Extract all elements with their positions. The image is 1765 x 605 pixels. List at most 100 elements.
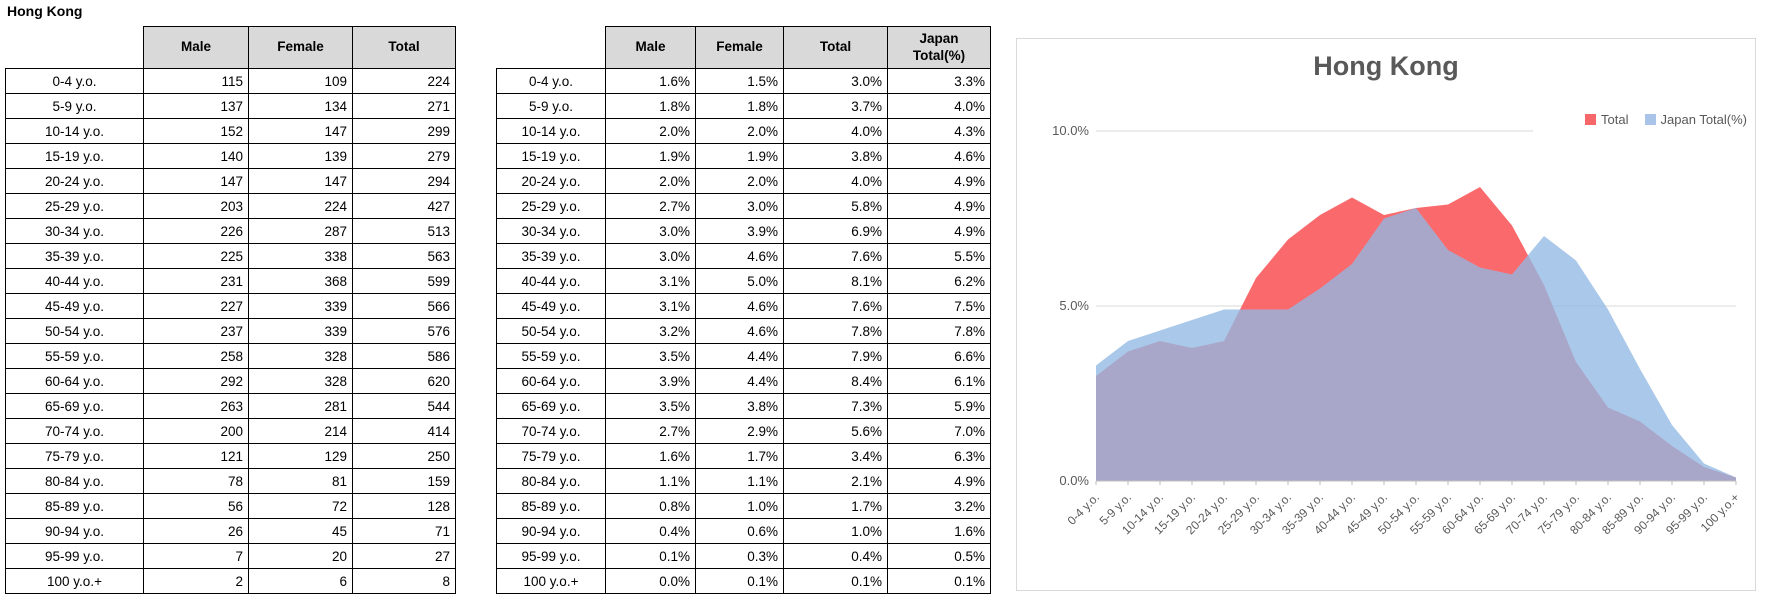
value-cell[interactable]: 368	[248, 268, 353, 294]
value-cell[interactable]: 339	[248, 318, 353, 344]
age-group-cell[interactable]: 100 y.o.+	[5, 568, 144, 594]
value-cell[interactable]: 4.6%	[695, 293, 784, 319]
value-cell[interactable]: 3.7%	[783, 93, 888, 119]
value-cell[interactable]: 3.2%	[605, 318, 696, 344]
age-group-cell[interactable]: 90-94 y.o.	[5, 518, 144, 544]
column-header[interactable]: Male	[605, 26, 696, 69]
value-cell[interactable]: 139	[248, 143, 353, 169]
age-group-cell[interactable]: 15-19 y.o.	[496, 143, 606, 169]
value-cell[interactable]: 71	[352, 518, 456, 544]
value-cell[interactable]: 4.9%	[887, 468, 991, 494]
value-cell[interactable]: 4.4%	[695, 343, 784, 369]
value-cell[interactable]: 427	[352, 193, 456, 219]
age-group-cell[interactable]: 40-44 y.o.	[496, 268, 606, 294]
value-cell[interactable]: 620	[352, 368, 456, 394]
value-cell[interactable]: 4.6%	[695, 243, 784, 269]
age-group-cell[interactable]: 35-39 y.o.	[496, 243, 606, 269]
value-cell[interactable]: 7.6%	[783, 243, 888, 269]
age-group-cell[interactable]: 0-4 y.o.	[5, 68, 144, 94]
value-cell[interactable]: 0.4%	[783, 543, 888, 569]
value-cell[interactable]: 1.5%	[695, 68, 784, 94]
column-header[interactable]: Japan Total(%)	[887, 26, 991, 69]
value-cell[interactable]: 250	[352, 443, 456, 469]
population-chart[interactable]: Hong Kong 0.0% 5.0% 10.0% 0-4 y.o. 5-9 y.o. 1…	[1016, 38, 1756, 591]
value-cell[interactable]: 4.9%	[887, 193, 991, 219]
value-cell[interactable]: 224	[352, 68, 456, 94]
column-header[interactable]: Total	[352, 26, 456, 69]
age-group-cell[interactable]: 85-89 y.o.	[5, 493, 144, 519]
value-cell[interactable]: 3.1%	[605, 268, 696, 294]
value-cell[interactable]: 7.0%	[887, 418, 991, 444]
value-cell[interactable]: 1.1%	[695, 468, 784, 494]
age-group-cell[interactable]: 85-89 y.o.	[496, 493, 606, 519]
value-cell[interactable]: 7.9%	[783, 343, 888, 369]
value-cell[interactable]: 27	[352, 543, 456, 569]
age-group-cell[interactable]: 25-29 y.o.	[496, 193, 606, 219]
value-cell[interactable]: 237	[143, 318, 249, 344]
value-cell[interactable]: 1.9%	[695, 143, 784, 169]
value-cell[interactable]: 1.9%	[605, 143, 696, 169]
value-cell[interactable]: 3.4%	[783, 443, 888, 469]
value-cell[interactable]: 586	[352, 343, 456, 369]
value-cell[interactable]: 4.0%	[783, 118, 888, 144]
age-group-cell[interactable]: 5-9 y.o.	[5, 93, 144, 119]
value-cell[interactable]: 566	[352, 293, 456, 319]
age-group-cell[interactable]: 75-79 y.o.	[5, 443, 144, 469]
value-cell[interactable]: 20	[248, 543, 353, 569]
value-cell[interactable]: 3.9%	[695, 218, 784, 244]
value-cell[interactable]: 3.8%	[783, 143, 888, 169]
value-cell[interactable]: 7.6%	[783, 293, 888, 319]
value-cell[interactable]: 6.1%	[887, 368, 991, 394]
value-cell[interactable]: 4.4%	[695, 368, 784, 394]
value-cell[interactable]: 128	[352, 493, 456, 519]
value-cell[interactable]: 8.4%	[783, 368, 888, 394]
column-header[interactable]: Total	[783, 26, 888, 69]
value-cell[interactable]: 339	[248, 293, 353, 319]
value-cell[interactable]: 4.9%	[887, 218, 991, 244]
value-cell[interactable]: 226	[143, 218, 249, 244]
value-cell[interactable]: 513	[352, 218, 456, 244]
age-group-cell[interactable]: 60-64 y.o.	[496, 368, 606, 394]
value-cell[interactable]: 159	[352, 468, 456, 494]
age-group-cell[interactable]: 65-69 y.o.	[496, 393, 606, 419]
value-cell[interactable]: 3.0%	[695, 193, 784, 219]
age-group-cell[interactable]: 80-84 y.o.	[5, 468, 144, 494]
value-cell[interactable]: 6.9%	[783, 218, 888, 244]
value-cell[interactable]: 147	[248, 168, 353, 194]
value-cell[interactable]: 4.0%	[887, 93, 991, 119]
value-cell[interactable]: 7.3%	[783, 393, 888, 419]
value-cell[interactable]: 200	[143, 418, 249, 444]
value-cell[interactable]: 3.5%	[605, 393, 696, 419]
age-group-cell[interactable]: 25-29 y.o.	[5, 193, 144, 219]
value-cell[interactable]: 2.0%	[605, 118, 696, 144]
value-cell[interactable]: 225	[143, 243, 249, 269]
age-group-cell[interactable]: 10-14 y.o.	[496, 118, 606, 144]
area-series-japan-total[interactable]	[1096, 208, 1736, 481]
value-cell[interactable]: 1.6%	[605, 443, 696, 469]
value-cell[interactable]: 563	[352, 243, 456, 269]
value-cell[interactable]: 414	[352, 418, 456, 444]
value-cell[interactable]: 203	[143, 193, 249, 219]
value-cell[interactable]: 4.0%	[783, 168, 888, 194]
value-cell[interactable]: 6.6%	[887, 343, 991, 369]
value-cell[interactable]: 0.3%	[695, 543, 784, 569]
value-cell[interactable]: 0.1%	[605, 543, 696, 569]
value-cell[interactable]: 5.0%	[695, 268, 784, 294]
value-cell[interactable]: 7.5%	[887, 293, 991, 319]
value-cell[interactable]: 137	[143, 93, 249, 119]
value-cell[interactable]: 6	[248, 568, 353, 594]
value-cell[interactable]: 7.8%	[887, 318, 991, 344]
value-cell[interactable]: 263	[143, 393, 249, 419]
age-group-cell[interactable]: 55-59 y.o.	[496, 343, 606, 369]
value-cell[interactable]: 3.3%	[887, 68, 991, 94]
value-cell[interactable]: 1.8%	[605, 93, 696, 119]
age-group-cell[interactable]: 30-34 y.o.	[5, 218, 144, 244]
value-cell[interactable]: 3.1%	[605, 293, 696, 319]
value-cell[interactable]: 8	[352, 568, 456, 594]
value-cell[interactable]: 45	[248, 518, 353, 544]
value-cell[interactable]: 227	[143, 293, 249, 319]
value-cell[interactable]: 258	[143, 343, 249, 369]
age-group-cell[interactable]: 55-59 y.o.	[5, 343, 144, 369]
value-cell[interactable]: 287	[248, 218, 353, 244]
value-cell[interactable]: 328	[248, 368, 353, 394]
